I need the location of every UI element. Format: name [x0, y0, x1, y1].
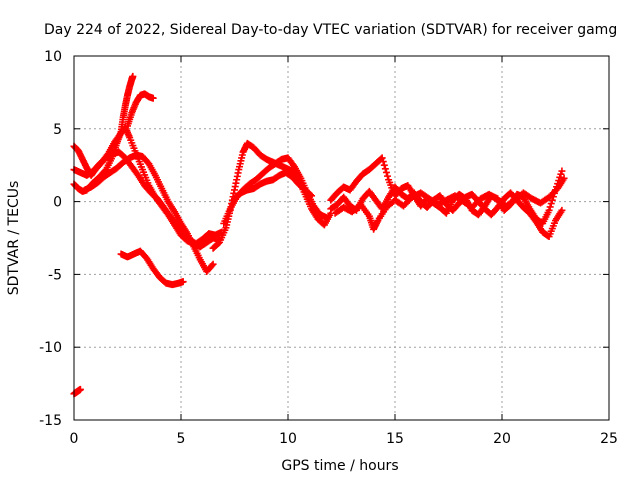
- data-point-marker: [545, 206, 553, 214]
- data-point-marker: [382, 168, 390, 176]
- grid-lines: [74, 56, 609, 420]
- data-point-marker: [560, 174, 568, 182]
- y-tick-label: -15: [39, 413, 62, 429]
- data-point-marker: [129, 72, 137, 80]
- series-track-8: [209, 139, 335, 252]
- series-track-3: [124, 90, 157, 130]
- x-tick-label: 0: [70, 431, 79, 447]
- series-track-13: [331, 174, 568, 233]
- data-point-marker: [306, 191, 314, 199]
- data-point-marker: [308, 192, 316, 200]
- data-point-marker: [384, 172, 392, 180]
- y-axis-ticks: -15 -10 -5 0 5 10: [39, 49, 609, 429]
- data-point-marker: [558, 206, 566, 214]
- data-point-marker: [149, 94, 157, 102]
- data-point-marker: [381, 165, 389, 173]
- series-track-10: [231, 168, 316, 203]
- data-point-marker: [546, 203, 554, 211]
- series-track-1: [70, 385, 84, 398]
- series-track-7: [117, 247, 187, 289]
- data-point-marker: [323, 214, 331, 222]
- data-point-marker: [208, 261, 216, 269]
- x-axis-label: GPS time / hours: [281, 458, 398, 474]
- y-axis-label: SDTVAR / TECUs: [6, 181, 22, 296]
- x-tick-label: 25: [600, 431, 618, 447]
- data-point-marker: [547, 200, 555, 208]
- y-tick-label: 0: [53, 195, 62, 211]
- y-tick-label: -10: [39, 340, 62, 356]
- x-tick-label: 15: [386, 431, 404, 447]
- y-tick-label: 10: [44, 49, 62, 65]
- y-tick-label: -5: [48, 267, 62, 283]
- x-tick-label: 10: [279, 431, 297, 447]
- data-point-marker: [379, 158, 387, 166]
- x-axis-ticks: 0 5 10 15 20 25: [70, 56, 618, 447]
- data-point-marker: [380, 161, 388, 169]
- chart-title: Day 224 of 2022, Sidereal Day-to-day VTE…: [44, 22, 617, 38]
- data-point-marker: [209, 260, 217, 268]
- x-tick-label: 20: [493, 431, 511, 447]
- series-track-6: [81, 151, 217, 275]
- data-point-marker: [558, 167, 566, 175]
- y-tick-label: 5: [53, 122, 62, 138]
- data-point-marker: [179, 278, 187, 286]
- plot-frame: [73, 55, 610, 421]
- data-point-marker: [557, 170, 565, 178]
- data-point-marker: [76, 385, 84, 393]
- data-point-marker: [378, 154, 386, 162]
- series-track-9: [220, 154, 331, 227]
- data-points: [70, 72, 568, 398]
- x-tick-label: 5: [177, 431, 186, 447]
